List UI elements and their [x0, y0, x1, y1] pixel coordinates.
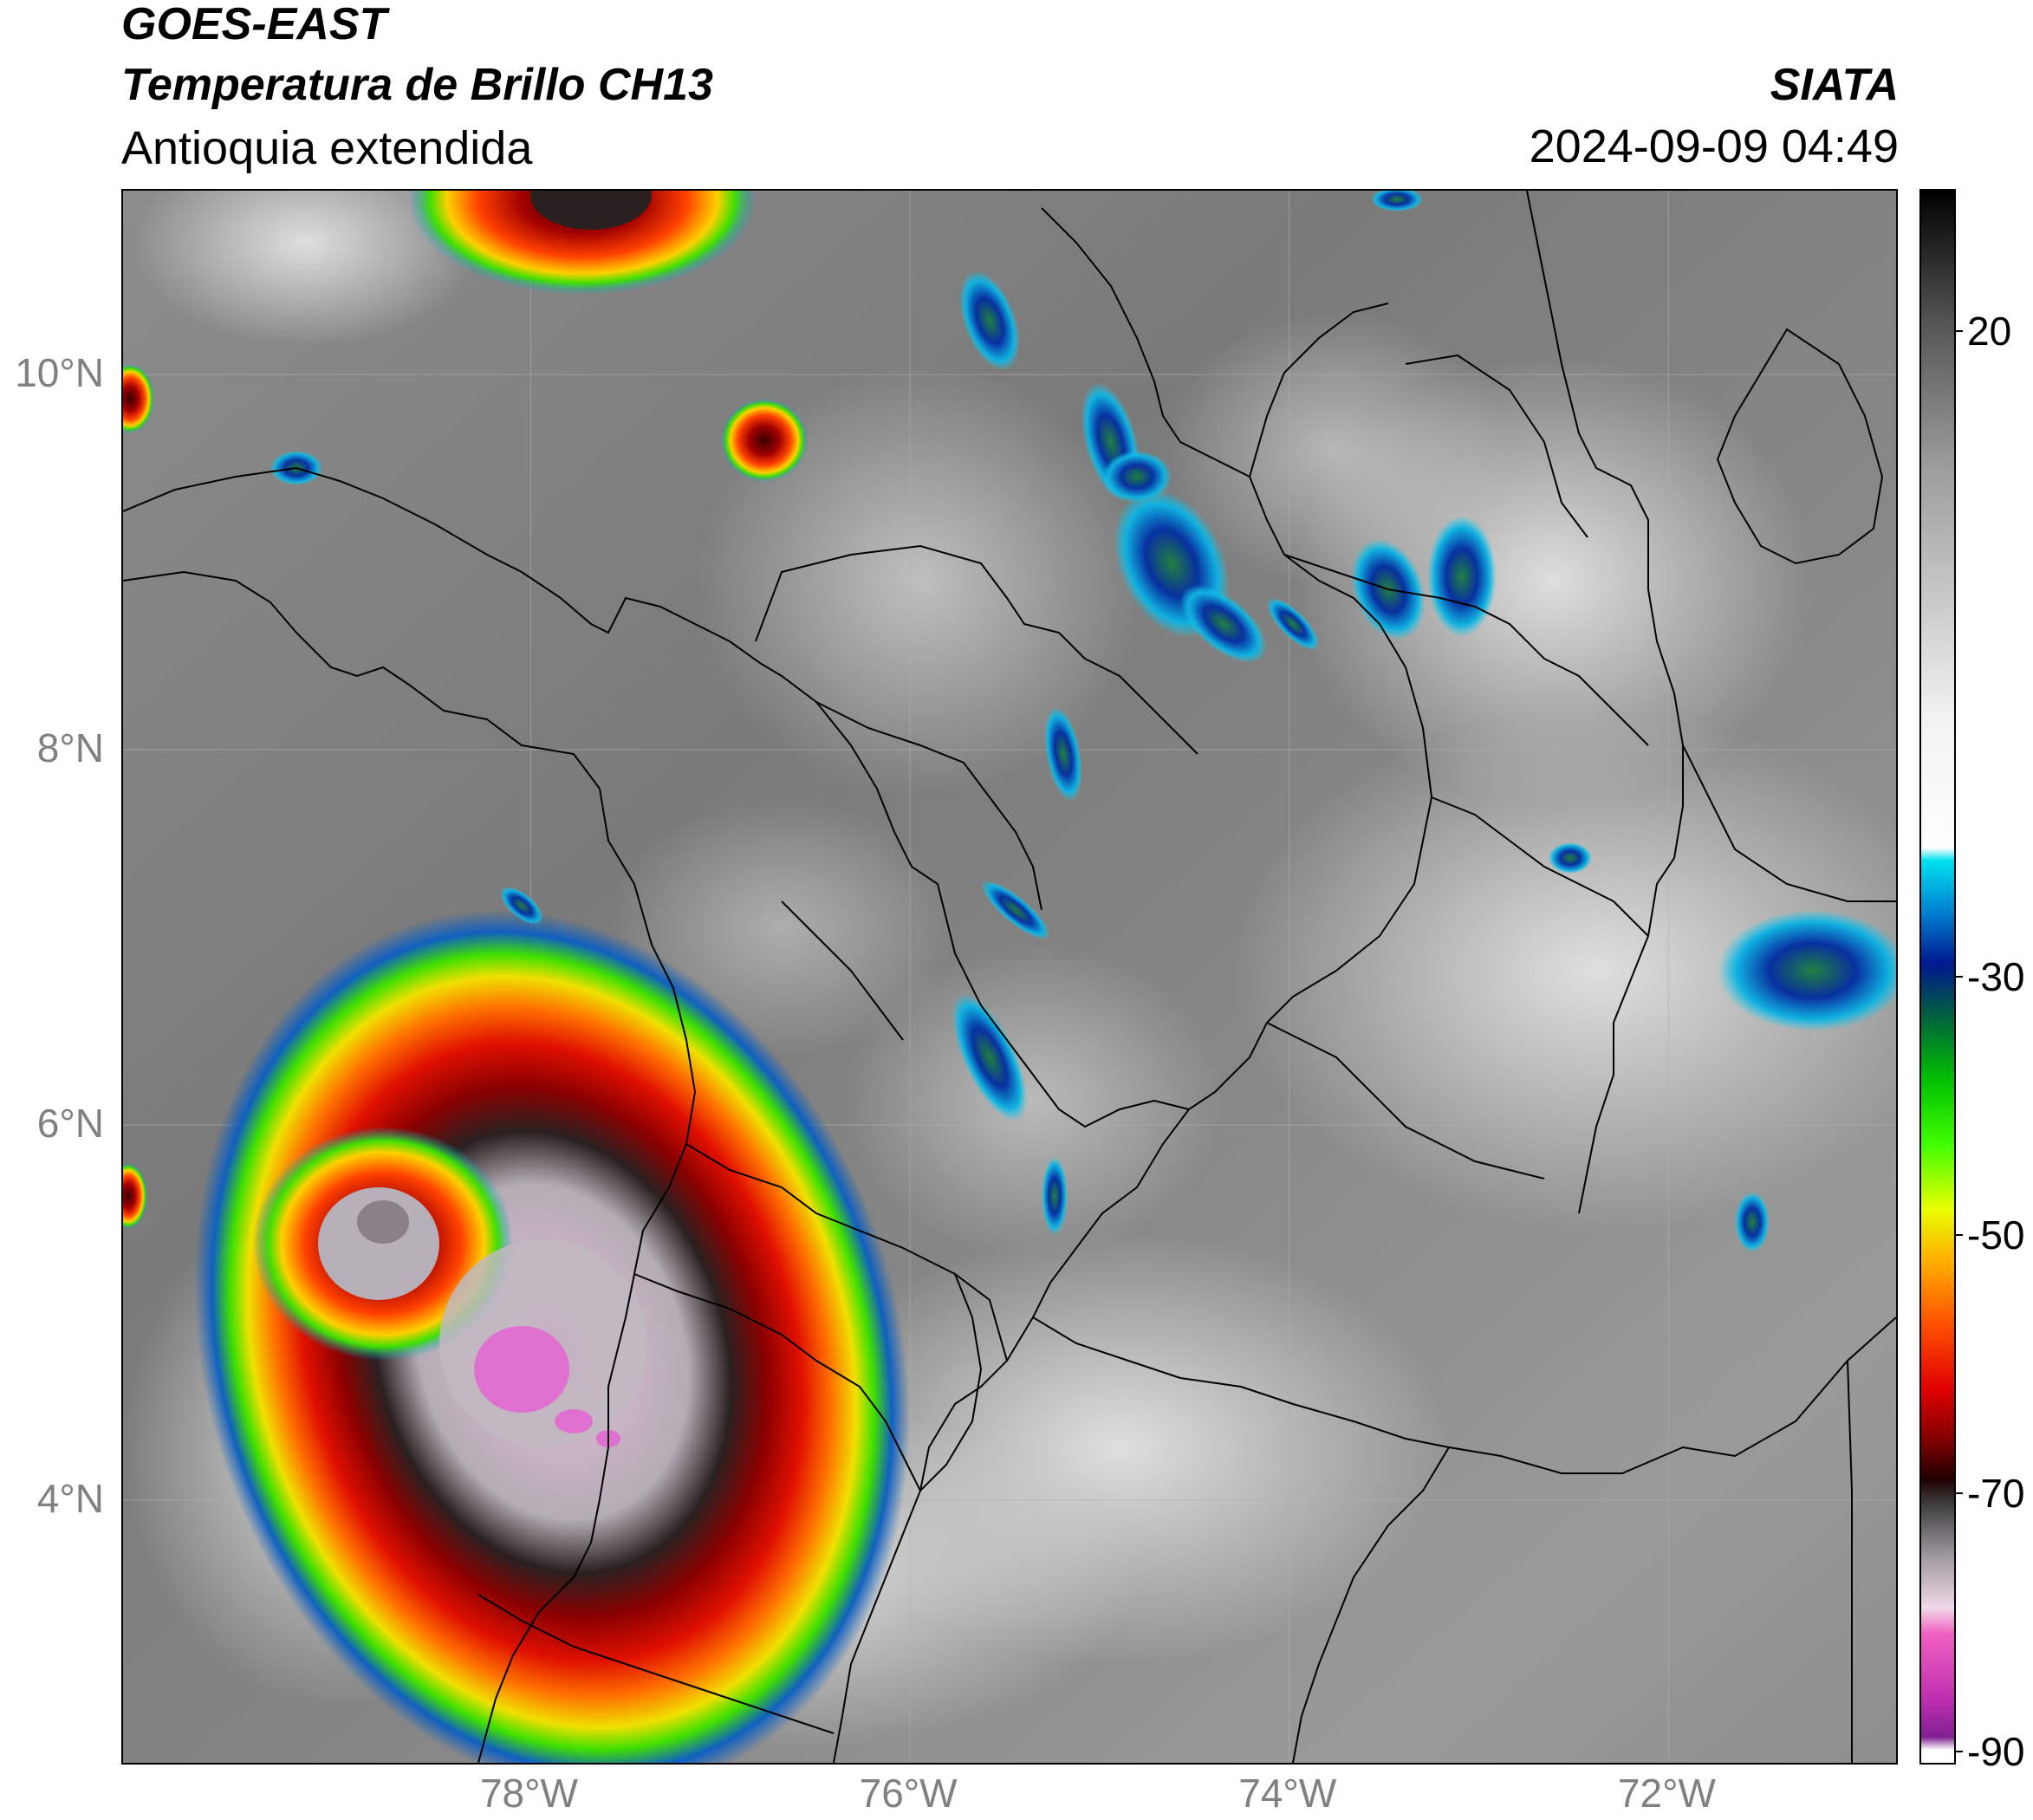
blue-cells	[270, 191, 1896, 1252]
edge-cells	[123, 364, 154, 1229]
colorbar-tick	[1956, 1492, 1963, 1495]
colorbar-tick-label: -90	[1967, 1729, 2025, 1775]
product-title: Temperatura de Brillo CH13	[121, 60, 713, 110]
map-canvas	[123, 191, 1896, 1763]
lon-tick-label: 76°W	[859, 1771, 958, 1816]
colorbar-tick-label: -50	[1967, 1212, 2025, 1258]
large-storm-pacific	[194, 910, 910, 1763]
lon-tick-label: 74°W	[1238, 1771, 1337, 1816]
lat-tick-label: 8°N	[36, 725, 104, 771]
region-subtitle: Antioquia extendida	[121, 122, 533, 174]
caribbean-north-cell	[409, 191, 756, 295]
colorbar-tick-label: -30	[1967, 954, 2025, 999]
colorbar-tick-label: -70	[1967, 1471, 2025, 1517]
caribbean-small-cell	[721, 399, 808, 482]
colorbar-tick	[1956, 1751, 1963, 1753]
lat-tick-label: 6°N	[36, 1101, 104, 1146]
lon-tick-label: 78°W	[479, 1771, 578, 1816]
colorbar-tick	[1956, 329, 1963, 332]
timestamp-label: 2024-09-09 04:49	[1529, 120, 1899, 172]
colorbar-tick	[1956, 1234, 1963, 1237]
lon-tick-label: 72°W	[1617, 1771, 1716, 1816]
colorbar	[1919, 189, 1956, 1765]
agency-label: SIATA	[1770, 60, 1899, 110]
satellite-map[interactable]	[121, 189, 1898, 1765]
map-borders	[123, 191, 1896, 1763]
satellite-title: GOES-EAST	[121, 0, 387, 49]
lat-tick-label: 4°N	[36, 1475, 104, 1521]
lat-tick-label: 10°N	[15, 350, 104, 396]
colorbar-tick	[1956, 976, 1963, 978]
colorbar-tick-label: 20	[1967, 308, 2012, 354]
